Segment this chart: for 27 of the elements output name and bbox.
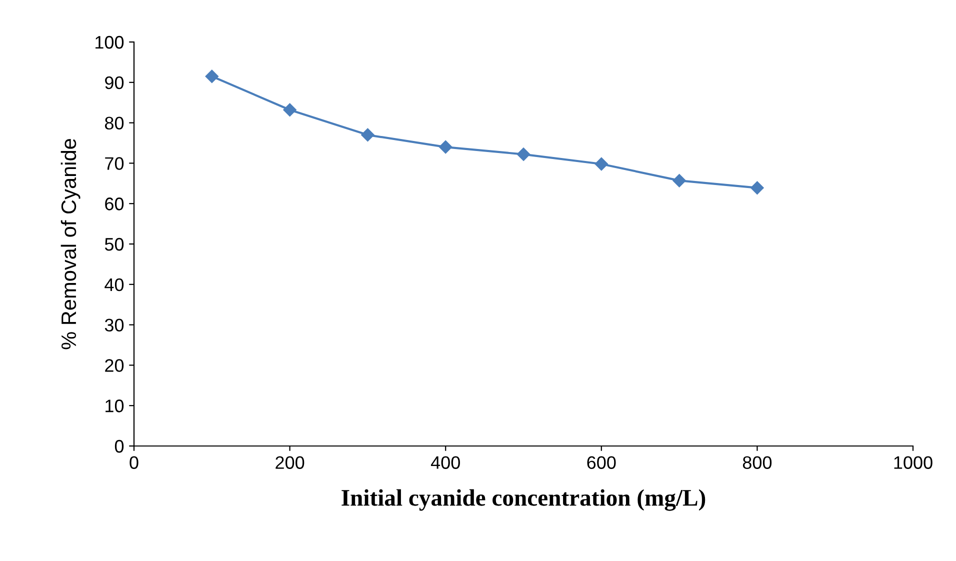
x-axis-title: Initial cyanide concentration (mg/L) <box>342 489 706 511</box>
x-tick-label: 400 <box>430 456 460 469</box>
x-tick-label: 1000 <box>894 456 932 469</box>
y-tick-label: 70 <box>105 157 124 170</box>
point <box>361 128 374 142</box>
y-axis-title: % Removal of Cyanide <box>60 138 80 350</box>
point <box>205 70 218 83</box>
point <box>516 148 530 161</box>
point <box>594 157 608 171</box>
y-tick-label: 100 <box>96 36 124 49</box>
point <box>439 140 452 154</box>
y-tick-label: 50 <box>104 238 124 251</box>
y-tick-label: 40 <box>104 278 124 292</box>
x-tick-label: 200 <box>276 456 304 469</box>
x-tick-label: 600 <box>587 456 616 469</box>
y-tick-label: 0 <box>114 440 124 453</box>
point <box>283 103 296 116</box>
x-tick-label: 0 <box>130 456 138 469</box>
point <box>750 181 764 194</box>
x-tick-label: 800 <box>742 456 772 469</box>
y-tick-label: 80 <box>104 116 124 130</box>
y-tick-label: 20 <box>105 359 124 372</box>
y-tick-label: 90 <box>105 76 124 90</box>
y-tick-label: 30 <box>104 318 124 332</box>
y-tick-label: 10 <box>106 400 124 412</box>
point <box>672 174 686 188</box>
y-tick-label: 60 <box>105 198 124 210</box>
